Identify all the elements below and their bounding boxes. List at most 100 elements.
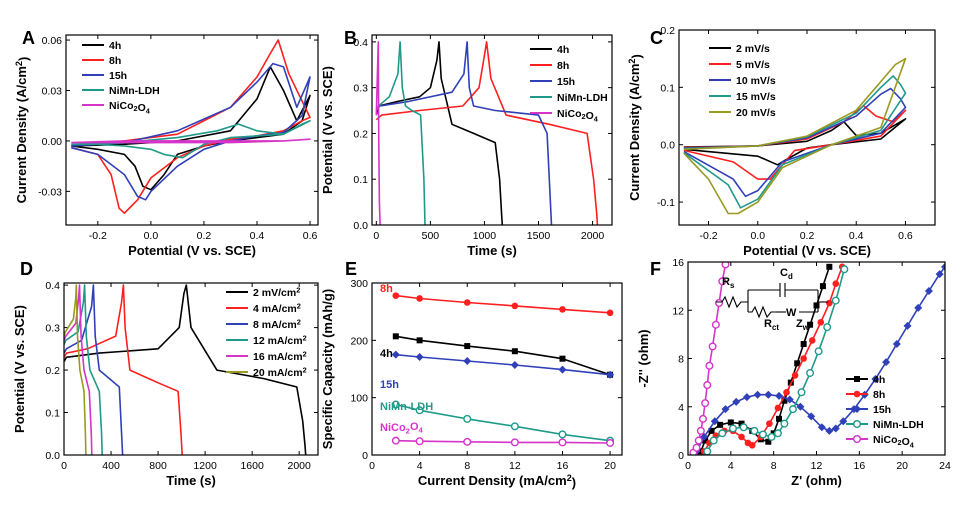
data-point	[708, 427, 715, 434]
legend-label: NiMn-LDH	[873, 419, 924, 431]
data-point	[774, 404, 782, 412]
data-point	[727, 419, 734, 426]
data-point	[817, 423, 826, 432]
data-point	[698, 414, 707, 423]
rct-label: Rct	[764, 318, 779, 332]
x-tick-label: 20	[604, 460, 616, 472]
x-tick-label: 2000	[288, 460, 312, 472]
x-axis-title: Time (s)	[467, 243, 517, 258]
x-tick-label: 0	[685, 460, 691, 472]
data-point	[807, 321, 814, 328]
data-point	[797, 388, 806, 397]
y-tick-label: 0.00	[42, 136, 63, 148]
rs-label: Rs	[722, 276, 735, 290]
x-tick-label: -0.2	[89, 230, 107, 242]
series-line	[683, 104, 907, 180]
data-point	[558, 438, 567, 447]
y-tick-label: -0.03	[38, 186, 62, 198]
data-point	[807, 412, 816, 421]
legend-label: 2 mV/cm2	[253, 286, 300, 299]
data-point	[765, 438, 772, 445]
data-point	[416, 337, 423, 344]
data-point	[702, 437, 709, 444]
data-point	[511, 302, 519, 310]
data-point	[711, 320, 720, 329]
legend-label: 4h	[557, 44, 569, 56]
data-point	[463, 437, 472, 446]
y-tick-label: 0.3	[353, 83, 368, 95]
series-line	[395, 403, 611, 442]
data-point	[882, 358, 891, 367]
data-point	[511, 348, 518, 355]
data-point	[892, 340, 901, 349]
panel-label-f: F	[650, 259, 661, 279]
series-line	[683, 75, 907, 209]
y-axis-title: Potential (V vs. SCE)	[320, 66, 335, 194]
data-point	[703, 381, 712, 390]
series-line	[375, 41, 599, 225]
data-point	[840, 265, 849, 274]
data-point	[800, 341, 807, 348]
data-point	[606, 370, 615, 379]
data-point	[464, 343, 471, 350]
data-point	[773, 429, 782, 438]
x-tick-label: 4	[728, 460, 734, 472]
data-point	[750, 426, 759, 435]
data-point	[510, 422, 519, 431]
series-line	[395, 353, 611, 376]
panel-d: D 0 400 800 1200 1600 2000 0.0 0.1 0.2 0.3 0.4 Time …	[12, 259, 319, 488]
x-tick-label: 1000	[473, 230, 497, 242]
legend-marker	[853, 420, 862, 429]
data-point	[806, 368, 815, 377]
y-tick-label: 0.0	[660, 140, 675, 152]
legend-label: 5 mV/s	[736, 59, 770, 71]
data-point	[808, 337, 816, 344]
legend-label: 8h	[109, 55, 121, 67]
panel-label-b: B	[344, 28, 357, 48]
data-point	[941, 262, 945, 271]
y-tick-label: 0.06	[42, 35, 63, 47]
y-tick-label: 0.2	[660, 25, 675, 37]
y-tick-label: 0.1	[353, 174, 368, 186]
legend-marker	[853, 435, 862, 444]
plot-frame	[687, 261, 946, 456]
series-line	[71, 62, 311, 201]
plot-area	[64, 284, 307, 455]
y-tick-label: 0.0	[45, 450, 60, 462]
y-tick-label: 8	[678, 354, 684, 366]
y-axis-title: -Z'' (ohm)	[636, 329, 651, 387]
x-tick-label: 800	[149, 460, 167, 472]
legend-marker	[854, 376, 860, 382]
panel-c: C-0.2 0.0 0.2 0.4 0.6-0.10.00.10.2Potential …	[627, 25, 936, 258]
series-line	[395, 335, 611, 376]
data-point	[701, 399, 710, 408]
x-tick-label: 0.0	[750, 230, 765, 242]
data-point	[392, 333, 399, 340]
data-point	[510, 360, 519, 369]
data-point	[764, 390, 773, 399]
series-line	[71, 66, 311, 191]
panel-label-c: C	[650, 28, 663, 48]
data-point	[705, 361, 714, 370]
x-tick-label: 16	[853, 460, 865, 472]
data-point	[785, 395, 794, 404]
data-point	[753, 390, 762, 399]
data-point	[463, 356, 472, 365]
legend-label: 15h	[557, 76, 575, 88]
data-point	[391, 436, 400, 445]
data-point	[914, 303, 923, 312]
data-point	[832, 280, 840, 288]
series-line	[64, 284, 124, 455]
data-point	[813, 302, 820, 309]
x-tick-label: 0.6	[898, 230, 913, 242]
data-point	[415, 352, 424, 361]
series-line	[375, 41, 426, 225]
data-point	[728, 424, 737, 433]
series-line	[683, 87, 907, 198]
series-line	[395, 294, 611, 314]
data-point	[463, 414, 472, 423]
data-point	[558, 430, 567, 439]
series-line	[683, 57, 907, 215]
data-point	[826, 299, 833, 307]
